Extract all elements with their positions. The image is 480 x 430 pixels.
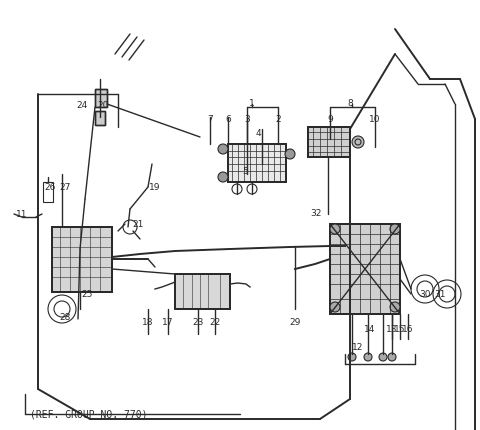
Bar (52, 227, 112, 292)
Text: 30: 30 (419, 290, 431, 299)
Text: 22: 22 (209, 318, 221, 327)
Bar (95, 112, 105, 126)
Bar (175, 274, 230, 309)
Text: 6: 6 (225, 115, 231, 124)
Text: 27: 27 (60, 183, 71, 192)
Text: 29: 29 (289, 318, 300, 327)
Circle shape (285, 150, 295, 160)
Text: 3: 3 (244, 115, 250, 124)
Text: 5: 5 (242, 167, 248, 176)
Circle shape (388, 353, 396, 361)
Bar (175, 274, 230, 309)
Text: 15: 15 (394, 325, 406, 334)
Bar (228, 144, 286, 183)
Bar (95, 112, 105, 126)
Text: 23: 23 (192, 318, 204, 327)
Text: 26: 26 (44, 183, 56, 192)
Text: 31: 31 (434, 290, 446, 299)
Circle shape (379, 353, 387, 361)
Text: 10: 10 (369, 115, 381, 124)
Circle shape (390, 302, 400, 312)
Text: 7: 7 (207, 115, 213, 124)
Circle shape (352, 137, 364, 149)
Bar (330, 224, 400, 314)
Bar (308, 128, 350, 158)
Text: 16: 16 (402, 325, 414, 334)
Text: 28: 28 (60, 313, 71, 322)
Circle shape (348, 353, 356, 361)
Circle shape (330, 302, 340, 312)
Circle shape (218, 144, 228, 155)
Bar (228, 144, 286, 183)
Circle shape (218, 172, 228, 183)
Bar (95, 90, 107, 108)
Bar (52, 227, 112, 292)
Text: 19: 19 (149, 183, 161, 192)
Bar (43, 183, 53, 203)
Text: 2: 2 (275, 115, 281, 124)
Bar (330, 224, 400, 314)
Circle shape (364, 353, 372, 361)
Circle shape (390, 224, 400, 234)
Text: 9: 9 (327, 115, 333, 124)
Text: 32: 32 (310, 208, 322, 217)
Text: 4: 4 (255, 128, 261, 137)
Text: 24: 24 (76, 100, 88, 109)
Circle shape (330, 224, 340, 234)
Text: 20: 20 (97, 100, 108, 109)
Text: 13: 13 (386, 325, 398, 334)
Text: 1: 1 (249, 98, 255, 107)
Bar (308, 128, 350, 158)
Text: 17: 17 (162, 318, 174, 327)
Text: 14: 14 (364, 325, 376, 334)
Text: 8: 8 (347, 98, 353, 107)
Bar (95, 90, 107, 108)
Text: 11: 11 (16, 210, 28, 219)
Text: (REF. GROUP NO. 770): (REF. GROUP NO. 770) (30, 409, 147, 419)
Text: 12: 12 (352, 343, 364, 352)
Text: 25: 25 (81, 290, 93, 299)
Text: 21: 21 (132, 220, 144, 229)
Text: 18: 18 (142, 318, 154, 327)
